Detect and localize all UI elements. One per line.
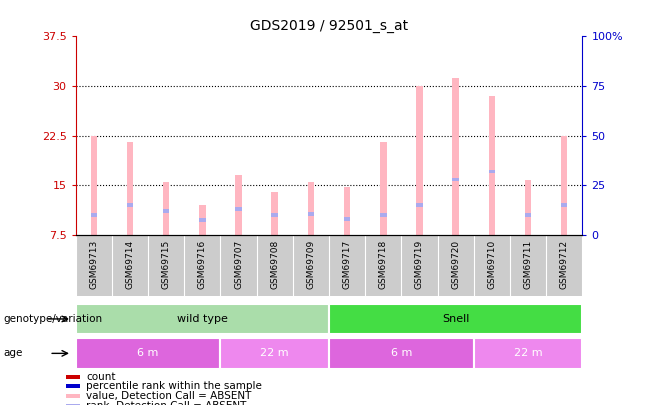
Text: GSM69707: GSM69707 [234,240,243,289]
Text: GSM69714: GSM69714 [126,240,134,289]
Title: GDS2019 / 92501_s_at: GDS2019 / 92501_s_at [250,19,408,33]
Text: GSM69717: GSM69717 [343,240,351,289]
Bar [380,142,386,235]
Bar [127,203,133,207]
Text: GSM69716: GSM69716 [198,240,207,289]
Bar [380,213,386,217]
Text: age: age [3,348,22,358]
Bar [91,136,97,235]
Text: percentile rank within the sample: percentile rank within the sample [86,382,262,391]
Bar [236,207,241,211]
Bar [417,86,422,235]
Bar [76,304,329,334]
Text: GSM69715: GSM69715 [162,240,170,289]
Bar [489,170,495,173]
Text: GSM69719: GSM69719 [415,240,424,289]
Bar [272,192,278,235]
Text: count: count [86,372,116,382]
Bar [308,182,314,235]
Text: 22 m: 22 m [261,348,289,358]
Text: GSM69708: GSM69708 [270,240,279,289]
Bar [489,96,495,235]
Bar [199,205,205,235]
Bar [344,187,350,235]
Bar [127,142,133,235]
Text: GSM69720: GSM69720 [451,240,460,289]
Text: GSM69713: GSM69713 [89,240,98,289]
Text: 22 m: 22 m [514,348,542,358]
Bar [453,78,459,235]
Bar [561,203,567,207]
Bar [417,203,422,207]
Bar [76,338,220,369]
Bar [308,212,314,216]
Bar [561,136,567,235]
Bar [220,338,329,369]
Bar [236,175,241,235]
Text: GSM69709: GSM69709 [307,240,315,289]
Bar [329,338,474,369]
Text: Snell: Snell [442,314,469,324]
Bar [199,218,205,222]
Bar [91,213,97,217]
Bar [474,338,582,369]
Text: GSM69711: GSM69711 [524,240,532,289]
Text: 6 m: 6 m [138,348,159,358]
Bar [272,213,278,217]
Bar [66,404,80,405]
Text: genotype/variation: genotype/variation [3,314,103,324]
Bar [453,178,459,181]
Bar [66,375,80,379]
Bar [163,209,169,213]
Bar [525,213,531,217]
Bar [66,384,80,388]
Text: 6 m: 6 m [391,348,412,358]
Text: GSM69718: GSM69718 [379,240,388,289]
Bar [163,182,169,235]
Bar [66,394,80,398]
Text: GSM69710: GSM69710 [488,240,496,289]
Text: value, Detection Call = ABSENT: value, Detection Call = ABSENT [86,391,251,401]
Text: wild type: wild type [177,314,228,324]
Text: rank, Detection Call = ABSENT: rank, Detection Call = ABSENT [86,401,247,405]
Bar [344,217,350,221]
Text: GSM69712: GSM69712 [560,240,569,289]
Bar [525,180,531,235]
Bar [329,304,582,334]
